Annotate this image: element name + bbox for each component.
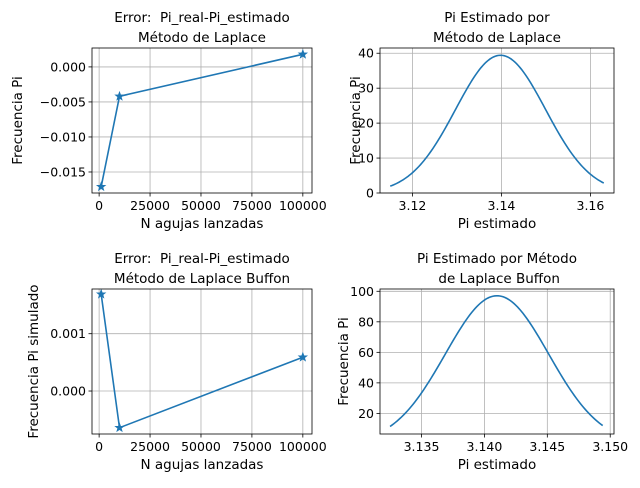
chart-title-line: Método de Laplace Buffon [114,271,290,287]
x-tick-label: 3.135 [404,439,440,454]
y-tick-label: 10 [358,151,374,166]
y-tick-label: 0.000 [50,59,86,74]
y-tick-label: 60 [358,345,374,360]
y-tick-label: 20 [358,116,374,131]
x-tick-label: 100000 [279,198,327,213]
data-point-marker [95,289,107,299]
x-tick-label: 0 [95,439,103,454]
axes-frame [91,288,313,435]
x-tick-label: 100000 [279,439,327,454]
y-tick-label: 20 [358,406,374,421]
x-axis-label: Pi estimado [458,216,537,232]
y-axis-label: Frecuencia Pi [336,317,352,406]
plot-area [95,289,309,433]
density-curve [389,294,604,428]
y-tick-label: 80 [358,314,374,329]
axes-frame [91,47,313,194]
y-tick-label: 0.000 [50,384,86,399]
subplot-3: 0 25000 50000 75000 100000 0.000 0.001 N agujas… [26,251,327,473]
plot-area [389,54,605,187]
data-point-marker [297,48,309,59]
x-tick-label: 75000 [232,198,272,213]
series-line [100,53,304,187]
plot-area [389,294,604,428]
chart-title-line: Error: Pi_real-Pi_estimado [114,251,290,267]
density-curve [389,54,605,187]
data-point-marker [95,181,107,192]
y-tick-label: −0.010 [40,129,86,144]
y-tick-label: 100 [350,284,374,299]
chart-title-line: Pi Estimado por [444,10,550,26]
x-tick-label: 3.145 [529,439,565,454]
y-tick-label: 0 [366,186,374,201]
plot-area [95,48,309,192]
subplot-2: 3.12 3.14 3.16 0 10 20 30 40 Pi estimado Frecuenc… [348,10,615,232]
y-axis-label: Frecuencia Pi [10,76,26,165]
data-point-marker [114,422,125,433]
x-tick-label: 25000 [130,439,170,454]
y-tick-label: −0.005 [40,94,86,109]
series-line [100,294,304,429]
axes-frame [379,47,615,194]
chart-title-line: Error: Pi_real-Pi_estimado [114,10,290,26]
x-tick-label: 3.140 [467,439,503,454]
x-tick-label: 25000 [130,198,170,213]
data-point-marker [114,90,125,101]
x-tick-label: 3.14 [488,198,516,213]
chart-title-line: Método de Laplace [138,30,266,46]
y-tick-label: −0.015 [40,164,86,179]
x-tick-label: 75000 [232,439,272,454]
chart-title-line: Método de Laplace [433,30,561,46]
axes-frame [379,288,615,435]
data-point-marker [297,351,309,362]
y-axis-label: Frecuencia Pi [348,76,364,165]
x-tick-label: 3.12 [399,198,427,213]
x-axis-label: N agujas lanzadas [141,216,264,232]
x-tick-label: 50000 [181,198,221,213]
y-tick-label: 40 [358,46,374,61]
x-tick-label: 0 [95,198,103,213]
subplot-4: 3.135 3.140 3.145 3.150 20 40 60 80 100 Pi estima… [336,251,628,473]
x-tick-label: 50000 [181,439,221,454]
x-axis-label: N agujas lanzadas [141,457,264,473]
x-tick-label: 3.150 [592,439,628,454]
chart-title-line: de Laplace Buffon [434,271,560,287]
x-axis-label: Pi estimado [458,457,537,473]
y-tick-label: 0.001 [50,326,86,341]
y-tick-label: 30 [358,81,374,96]
chart-title-line: Pi Estimado por Método [417,251,577,267]
x-tick-label: 3.16 [577,198,605,213]
y-tick-label: 40 [358,375,374,390]
subplot-1: 0 25000 50000 75000 100000 −0.015 −0.010 −0.005… [10,10,327,232]
y-axis-label: Frecuencia Pi simulado [26,284,42,438]
